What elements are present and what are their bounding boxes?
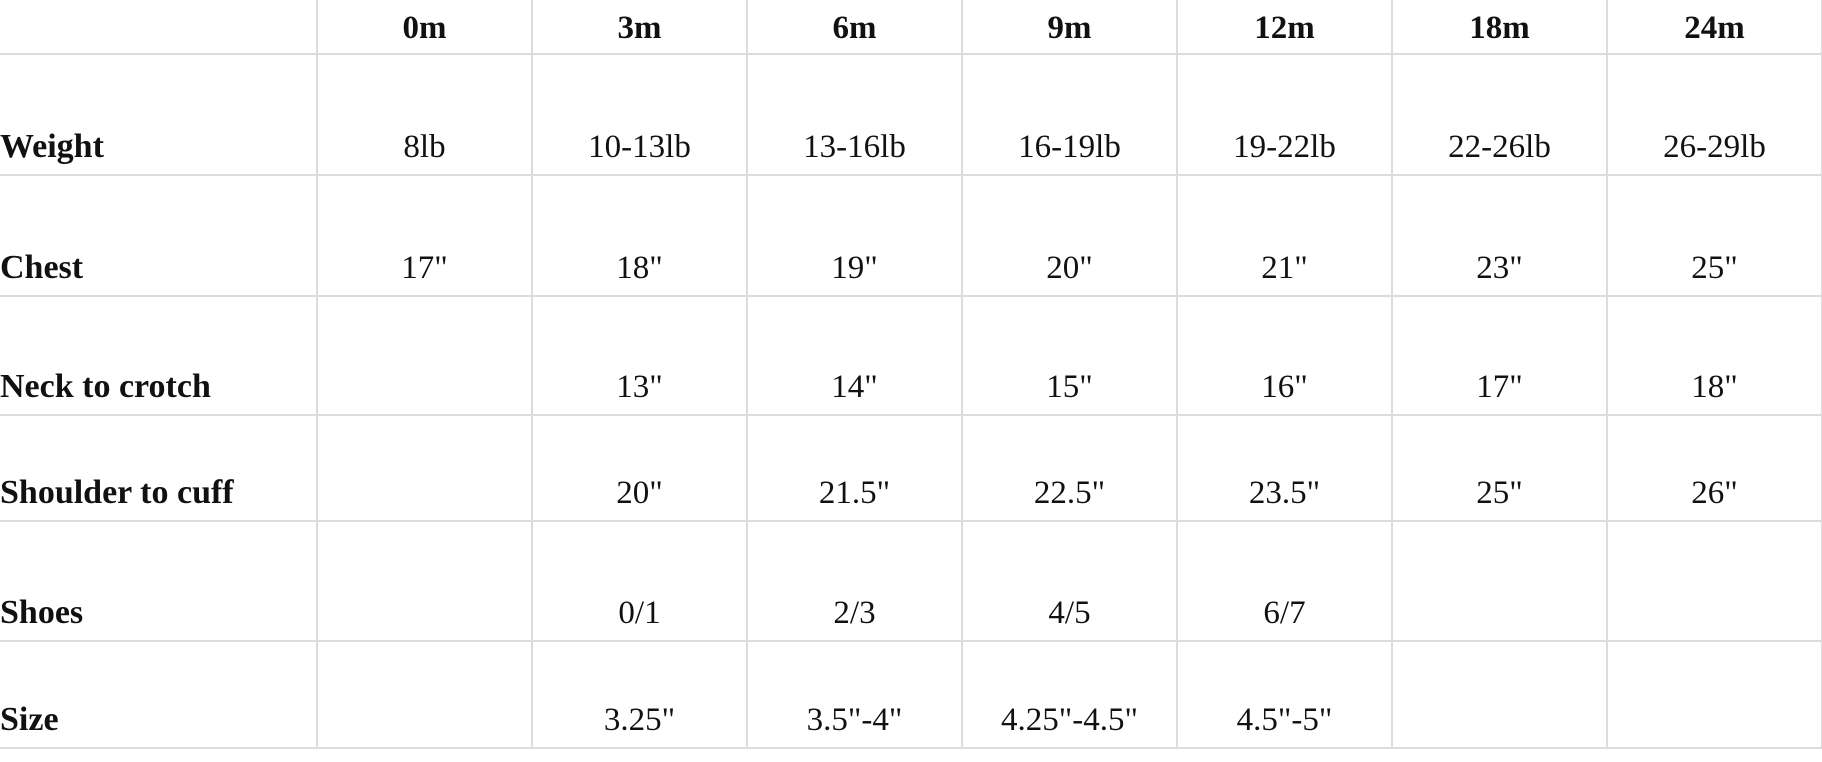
table-row: Shoulder to cuff 20" 21.5" 22.5" 23.5" 25" 26" <box>0 414 1822 522</box>
table-cell: 18" <box>1606 295 1822 416</box>
table-cell: 4/5 <box>961 520 1178 642</box>
header-cell <box>0 0 318 55</box>
header-cell: 3m <box>531 0 748 55</box>
row-label: Neck to crotch <box>0 295 318 416</box>
table-cell: 18" <box>531 174 748 297</box>
table-cell: 19-22lb <box>1176 53 1393 176</box>
table-cell: 2/3 <box>746 520 963 642</box>
table-row: Weight 8lb 10-13lb 13-16lb 16-19lb 19-22lb 22-… <box>0 53 1822 176</box>
header-cell: 18m <box>1391 0 1608 55</box>
table-cell: 0/1 <box>531 520 748 642</box>
table-cell: 3.25" <box>531 640 748 749</box>
table-cell: 8lb <box>316 53 533 176</box>
table-cell: 26" <box>1606 414 1822 522</box>
table-cell <box>1391 520 1608 642</box>
table-cell <box>1606 520 1822 642</box>
table-cell <box>316 414 533 522</box>
table-cell: 22.5" <box>961 414 1178 522</box>
table-cell: 25" <box>1391 414 1608 522</box>
row-label: Size <box>0 640 318 749</box>
header-cell: 12m <box>1176 0 1393 55</box>
table-cell: 15" <box>961 295 1178 416</box>
table-cell: 17" <box>316 174 533 297</box>
table-cell: 19" <box>746 174 963 297</box>
table-row: Shoes 0/1 2/3 4/5 6/7 <box>0 520 1822 642</box>
table-cell: 16" <box>1176 295 1393 416</box>
table-cell: 20" <box>961 174 1178 297</box>
header-cell: 9m <box>961 0 1178 55</box>
table-cell: 4.25"-4.5" <box>961 640 1178 749</box>
row-label: Chest <box>0 174 318 297</box>
row-label: Shoulder to cuff <box>0 414 318 522</box>
table-cell: 10-13lb <box>531 53 748 176</box>
table-cell: 3.5"-4" <box>746 640 963 749</box>
table-cell: 13-16lb <box>746 53 963 176</box>
table-cell: 13" <box>531 295 748 416</box>
table-cell: 21" <box>1176 174 1393 297</box>
table-cell: 16-19lb <box>961 53 1178 176</box>
table-cell: 23.5" <box>1176 414 1393 522</box>
row-label: Shoes <box>0 520 318 642</box>
table-cell: 6/7 <box>1176 520 1393 642</box>
header-row: 0m 3m 6m 9m 12m 18m 24m <box>0 0 1822 55</box>
table-cell: 17" <box>1391 295 1608 416</box>
table-cell: 4.5"-5" <box>1176 640 1393 749</box>
table-cell: 21.5" <box>746 414 963 522</box>
table-cell: 20" <box>531 414 748 522</box>
table-cell: 26-29lb <box>1606 53 1822 176</box>
table-row: Size 3.25" 3.5"-4" 4.25"-4.5" 4.5"-5" <box>0 640 1822 749</box>
table-cell <box>316 520 533 642</box>
table-cell <box>316 295 533 416</box>
table-cell: 23" <box>1391 174 1608 297</box>
table-cell <box>316 640 533 749</box>
table-cell <box>1391 640 1608 749</box>
header-cell: 6m <box>746 0 963 55</box>
row-label: Weight <box>0 53 318 176</box>
table-row: Neck to crotch 13" 14" 15" 16" 17" 18" <box>0 295 1822 416</box>
table-row: Chest 17" 18" 19" 20" 21" 23" 25" <box>0 174 1822 297</box>
table-cell: 22-26lb <box>1391 53 1608 176</box>
header-cell: 24m <box>1606 0 1822 55</box>
header-cell: 0m <box>316 0 533 55</box>
table-cell: 14" <box>746 295 963 416</box>
table-cell: 25" <box>1606 174 1822 297</box>
table-cell <box>1606 640 1822 749</box>
